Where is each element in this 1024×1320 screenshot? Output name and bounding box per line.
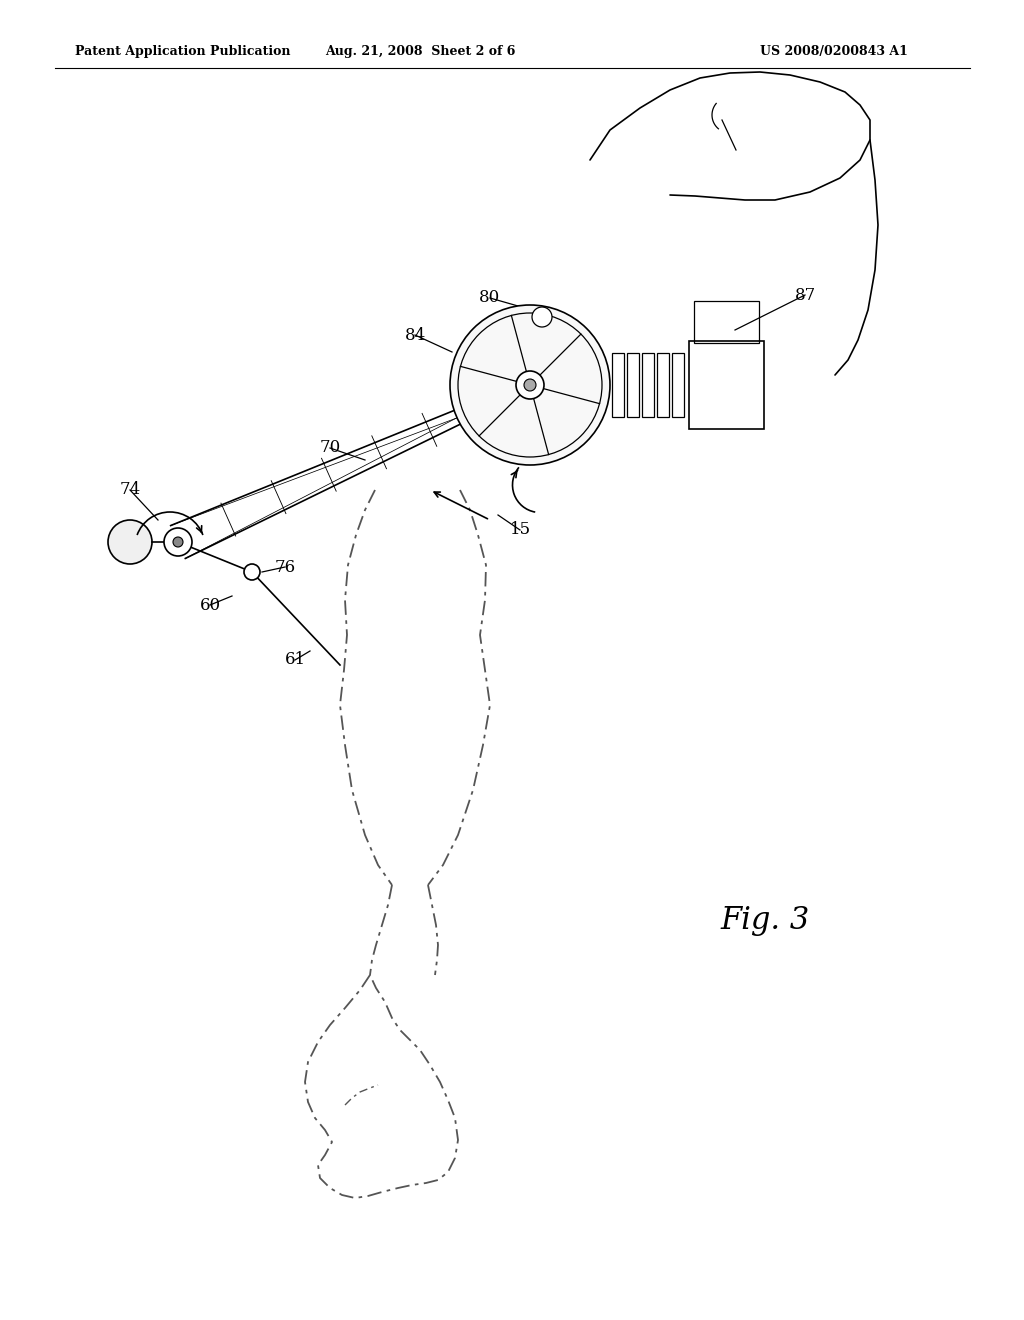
- Circle shape: [532, 308, 552, 327]
- Bar: [657, 352, 669, 417]
- Bar: [612, 352, 624, 417]
- Text: 84: 84: [404, 326, 426, 343]
- Circle shape: [516, 371, 544, 399]
- Bar: [642, 352, 654, 417]
- Text: 74: 74: [120, 482, 140, 499]
- Circle shape: [524, 379, 536, 391]
- Text: 61: 61: [285, 652, 305, 668]
- Bar: [694, 301, 759, 343]
- Text: Patent Application Publication: Patent Application Publication: [75, 45, 291, 58]
- Circle shape: [244, 564, 260, 579]
- Bar: [689, 341, 764, 429]
- Bar: [627, 352, 639, 417]
- Text: 87: 87: [795, 286, 816, 304]
- Circle shape: [164, 528, 193, 556]
- Text: 76: 76: [274, 558, 296, 576]
- Text: US 2008/0200843 A1: US 2008/0200843 A1: [760, 45, 908, 58]
- Text: Aug. 21, 2008  Sheet 2 of 6: Aug. 21, 2008 Sheet 2 of 6: [325, 45, 515, 58]
- Circle shape: [108, 520, 152, 564]
- Bar: [672, 352, 684, 417]
- Text: 70: 70: [319, 440, 341, 457]
- Text: Fig. 3: Fig. 3: [720, 904, 809, 936]
- Circle shape: [450, 305, 610, 465]
- Text: 60: 60: [200, 597, 220, 614]
- Text: 80: 80: [479, 289, 501, 306]
- Text: 15: 15: [509, 521, 530, 539]
- Circle shape: [173, 537, 183, 546]
